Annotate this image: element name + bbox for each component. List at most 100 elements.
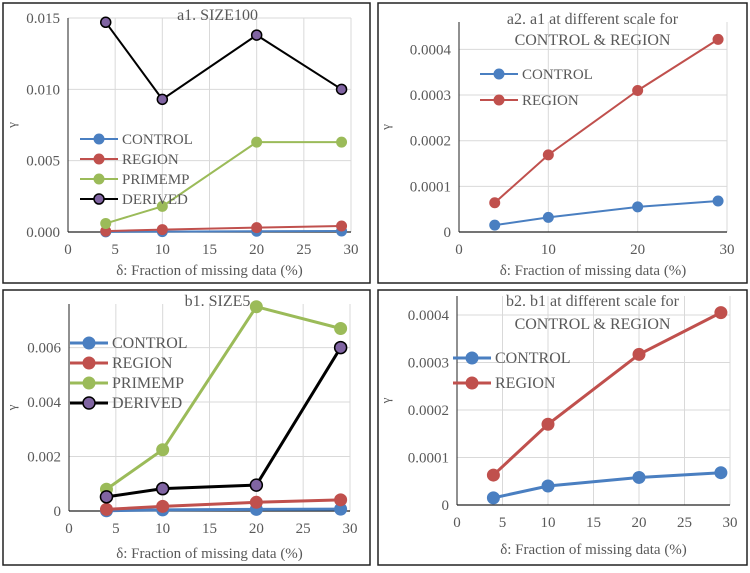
x-tick-label: 5 <box>111 242 119 258</box>
data-point-derived <box>335 83 348 96</box>
x-tick-label: 15 <box>202 521 217 537</box>
data-point-region <box>334 493 348 507</box>
x-tick-label: 0 <box>65 521 73 537</box>
x-axis-label: δ: Fraction of missing data (%) <box>116 546 303 562</box>
x-tick-label: 20 <box>630 242 645 258</box>
series-line-control <box>493 471 721 500</box>
x-axis-label: δ: Fraction of missing data (%) <box>116 263 303 279</box>
legend-marker <box>93 133 105 145</box>
series-line-control <box>105 230 342 233</box>
y-axis-label: γ <box>4 404 19 411</box>
y-tick-label: 0.0002 <box>410 134 451 150</box>
data-point-control <box>712 195 724 207</box>
data-point-primemp <box>251 136 263 148</box>
y-tick-label: 0.0002 <box>408 403 449 419</box>
data-point-region <box>156 224 168 236</box>
data-point-derived <box>155 481 170 496</box>
data-point-region <box>542 149 554 161</box>
y-tick-label: 0 <box>444 225 452 241</box>
chart-panel-1: 0 5 10 15 20 25 30 0.000 0.005 0.010 0.015 δ: Fract… <box>2 2 371 284</box>
y-tick-label: 0.005 <box>26 154 60 170</box>
x-tick-label: 20 <box>632 515 647 531</box>
y-tick-label: 0.0001 <box>408 451 449 467</box>
legend-label: DERIVED <box>112 395 182 412</box>
x-tick-label: 20 <box>249 242 264 258</box>
x-tick-label: 25 <box>296 521 311 537</box>
x-tick-label: 30 <box>344 242 359 258</box>
x-tick-label: 15 <box>202 242 217 258</box>
panel-border <box>377 289 748 566</box>
legend-label: REGION <box>495 375 556 392</box>
legend-marker <box>493 94 505 106</box>
panel-border <box>2 289 371 566</box>
data-point-region <box>541 417 555 431</box>
legend-label: DERIVED <box>122 192 188 208</box>
legend-marker <box>493 68 505 80</box>
legend-label: REGION <box>112 355 173 372</box>
x-tick-label: 20 <box>249 521 264 537</box>
series-line-region <box>105 225 342 233</box>
legend-marker <box>465 376 479 390</box>
chart-title-line2: CONTROL & REGION <box>515 316 671 333</box>
chart-title: a1. SIZE100 <box>177 7 258 24</box>
chart-title-line2: CONTROL & REGION <box>515 32 671 49</box>
series-line-primemp <box>105 305 342 491</box>
y-axis-label: γ <box>4 122 19 129</box>
x-axis-label: δ: Fraction of missing data (%) <box>500 263 687 279</box>
chart-title: a2. a1 at different scale for <box>507 11 679 28</box>
y-axis-label: γ <box>378 124 393 131</box>
x-tick-label: 25 <box>677 515 692 531</box>
x-tick-label: 15 <box>586 515 601 531</box>
legend-label: CONTROL <box>495 350 571 367</box>
x-tick-label: 10 <box>155 521 170 537</box>
data-point-derived <box>99 490 114 504</box>
data-point-control <box>542 211 554 223</box>
y-tick-label: 0.000 <box>26 225 60 241</box>
x-tick-label: 0 <box>455 242 463 258</box>
series-line-region <box>492 311 722 477</box>
data-point-region <box>714 306 728 320</box>
y-tick-label: 0.004 <box>27 395 61 411</box>
legend-label: PRIMEMP <box>112 375 184 392</box>
data-point-control <box>632 470 646 484</box>
x-tick-label: 30 <box>343 521 358 537</box>
data-point-derived <box>333 340 348 355</box>
series-line-derived <box>106 346 342 499</box>
chart-panel-4: 0 5 10 15 20 25 30 0 0.0001 0.0002 0.0003 0.0004 δ: … <box>377 289 748 566</box>
x-tick-label: 0 <box>64 242 72 258</box>
chart-panel-3: 0 5 10 15 20 25 30 0 0.002 0.004 0.006 δ: Fraction … <box>2 289 371 566</box>
series-line-control <box>106 507 341 513</box>
x-tick-label: 25 <box>296 242 311 258</box>
data-point-control <box>632 201 644 213</box>
y-tick-label: 0.010 <box>26 82 60 98</box>
y-tick-label: 0.015 <box>26 11 60 27</box>
x-tick-label: 5 <box>499 515 507 531</box>
legend-marker <box>93 173 105 185</box>
legend-label: PRIMEMP <box>122 172 190 188</box>
data-point-control <box>541 479 555 493</box>
series-line-region <box>106 498 341 511</box>
data-point-region <box>336 220 348 232</box>
data-point-control <box>489 219 501 231</box>
legend-label: CONTROL <box>122 132 193 148</box>
y-tick-label: 0.0004 <box>408 308 450 324</box>
legend-marker <box>82 336 96 350</box>
data-point-primemp <box>249 300 263 314</box>
data-point-region <box>712 33 724 45</box>
data-point-region <box>156 499 170 513</box>
series-line-control <box>494 199 719 227</box>
x-tick-label: 5 <box>112 521 120 537</box>
legend-marker <box>93 193 105 205</box>
data-point-primemp <box>156 443 170 457</box>
y-tick-label: 0.002 <box>27 450 61 466</box>
x-tick-label: 10 <box>541 242 556 258</box>
legend-marker <box>93 153 105 165</box>
y-axis-label: γ <box>378 397 393 404</box>
legend-marker <box>465 351 479 365</box>
x-tick-label: 10 <box>541 515 556 531</box>
chart-panel-2: 0 10 20 30 0 0.0001 0.0002 0.0003 0.0004 δ: Fract… <box>377 2 748 284</box>
y-tick-label: 0 <box>54 504 62 520</box>
legend-marker <box>82 376 96 390</box>
data-point-control <box>714 466 728 480</box>
data-point-derived <box>99 16 112 29</box>
